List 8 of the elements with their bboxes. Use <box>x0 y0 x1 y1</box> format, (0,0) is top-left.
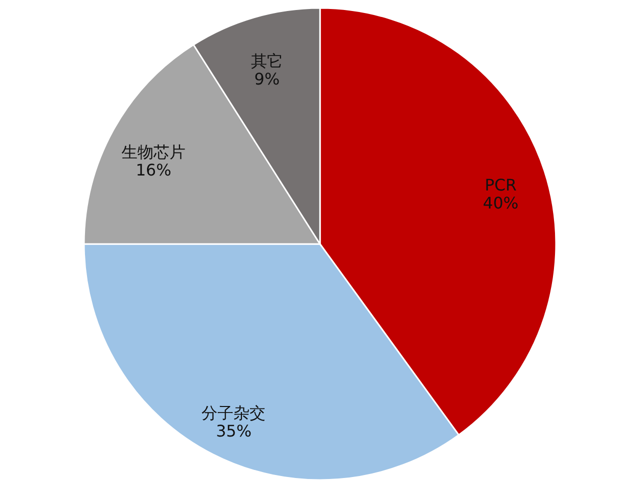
slice-label: 分子杂交 <box>202 403 266 422</box>
slice-label: 生物芯片 <box>122 142 186 162</box>
data-label: 9% <box>254 70 280 89</box>
data-label: 16% <box>136 160 172 180</box>
data-label: 35% <box>216 421 252 440</box>
data-label: 40% <box>482 193 518 212</box>
slice-label: PCR <box>484 175 517 194</box>
slice-label: 其它 <box>250 52 283 71</box>
